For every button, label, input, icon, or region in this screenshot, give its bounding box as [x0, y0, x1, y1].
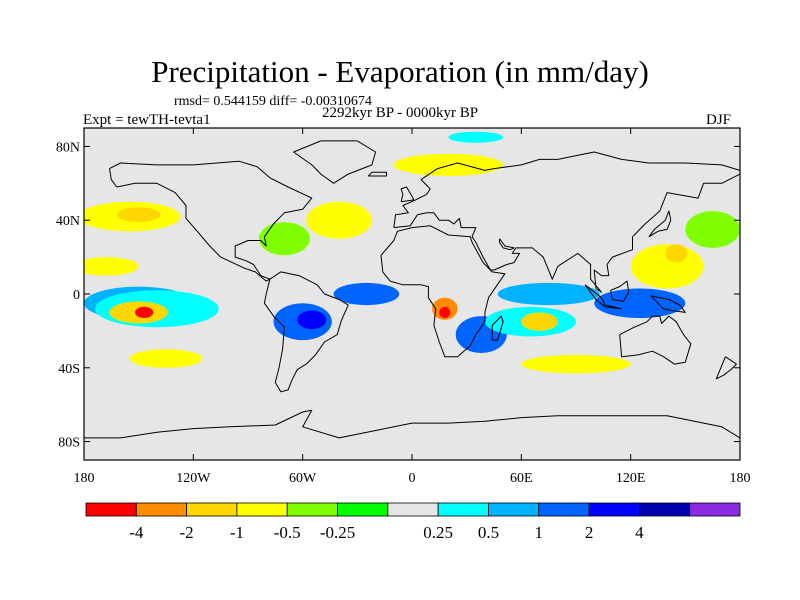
- anomaly-region-arctic-green: [393, 153, 504, 176]
- colorbar-label: -4: [129, 523, 144, 542]
- colorbar-swatch: [437, 502, 489, 517]
- colorbar-label: 1: [535, 523, 544, 542]
- colorbar-label: -1: [230, 523, 244, 542]
- x-tick-label: 120E: [616, 471, 646, 486]
- x-tick-label: 180: [730, 471, 751, 486]
- colorbar-swatch: [538, 502, 590, 517]
- coastline-sumatra-java: [584, 284, 623, 310]
- colorbar-label: 0.5: [478, 523, 499, 542]
- colorbar-swatch: [689, 502, 741, 517]
- period-label: 2292kyr BP - 0000kyr BP: [322, 105, 479, 121]
- colorbar-swatch: [186, 502, 238, 517]
- colorbar-swatch: [488, 502, 540, 517]
- x-tick-label: 60W: [289, 471, 317, 486]
- anomaly-region-west-pacific-core: [665, 244, 688, 263]
- y-tick-label: 80S: [58, 436, 80, 451]
- coastlines: [84, 140, 740, 439]
- experiment-label: Expt = tewTH-tevta1: [83, 112, 211, 128]
- anomaly-region-amazon-core: [297, 310, 327, 330]
- coastline-japan: [648, 210, 672, 238]
- colorbar-swatch: [588, 502, 640, 517]
- map-title: Precipitation - Evaporation (in mm/day): [151, 54, 649, 89]
- anomaly-fields: [84, 131, 740, 374]
- anomaly-region-north-pacific-core: [116, 207, 161, 223]
- colorbar-label: 4: [635, 523, 644, 542]
- anomaly-region-maritime-continent: [594, 288, 686, 318]
- colorbar-label: -0.5: [274, 523, 301, 542]
- season-label: DJF: [706, 112, 732, 128]
- colorbar-label: 0.25: [423, 523, 453, 542]
- coastline-madagascar: [491, 315, 504, 341]
- colorbar-swatch: [135, 502, 188, 517]
- coastline-new-guinea: [650, 295, 686, 313]
- colorbar-swatch: [85, 502, 137, 517]
- coastline-arabia-gulf: [499, 238, 515, 251]
- y-tick-label: 40N: [56, 214, 80, 229]
- coastline-south-america: [263, 271, 349, 393]
- anomaly-region-southern-ocean-band: [521, 354, 631, 374]
- colorbar-swatch: [337, 502, 389, 517]
- anomaly-region-spcz-red: [135, 306, 154, 318]
- anomaly-region-indian-ocean-yellow: [521, 312, 558, 331]
- stats-line: rmsd= 0.544159 diff= -0.00310674: [174, 94, 372, 109]
- colorbar-label: -2: [180, 523, 194, 542]
- colorbar-swatch: [236, 502, 288, 517]
- x-tick-label: 60E: [510, 471, 533, 486]
- coastline-greenland: [293, 140, 377, 184]
- coastline-north-america: [109, 160, 313, 282]
- colorbar-label: 2: [585, 523, 594, 542]
- coastline-british-isles: [400, 186, 415, 203]
- y-tick-label: 80N: [56, 140, 80, 155]
- anomaly-region-kuroshio: [685, 211, 740, 248]
- coastline-new-zealand: [715, 356, 737, 380]
- x-tick-label: 180: [74, 471, 95, 486]
- colorbar-label: -0.25: [320, 523, 355, 542]
- x-tick-label: 0: [409, 471, 416, 486]
- colorbar: -4 -2 -1 -0.5 -0.25 0.25 0.5 1 2 4: [85, 502, 741, 542]
- coastline-australia: [619, 315, 692, 365]
- anomaly-region-south-pacific-green: [129, 349, 203, 368]
- anomaly-region-gulf-stream: [258, 222, 310, 256]
- anomaly-region-atlantic-itcz: [333, 282, 400, 306]
- colorbar-swatch: [387, 502, 439, 517]
- coastline-eurasia: [393, 151, 740, 293]
- coastline-iceland: [367, 171, 387, 177]
- anomaly-region-arctic-blue: [448, 131, 504, 143]
- anomaly-region-africa-congo-core: [439, 306, 451, 318]
- x-tick-label: 120W: [176, 471, 211, 486]
- colorbar-swatch: [638, 502, 691, 517]
- colorbar-swatch: [286, 502, 338, 517]
- anomaly-region-north-atlantic-green: [306, 201, 372, 239]
- axes: 80N 40N 0 40S 80S 180 120W 60W 0 60E 120E 180: [56, 128, 751, 486]
- y-tick-label: 40S: [58, 362, 80, 377]
- y-tick-label: 0: [73, 288, 80, 303]
- coastline-africa: [380, 225, 506, 358]
- coastline-antarctica: [84, 409, 740, 439]
- anomaly-region-pacific-itcz-south: [84, 257, 139, 276]
- anomaly-region-indian-ocean-band: [497, 282, 600, 306]
- coastline-borneo: [610, 280, 630, 302]
